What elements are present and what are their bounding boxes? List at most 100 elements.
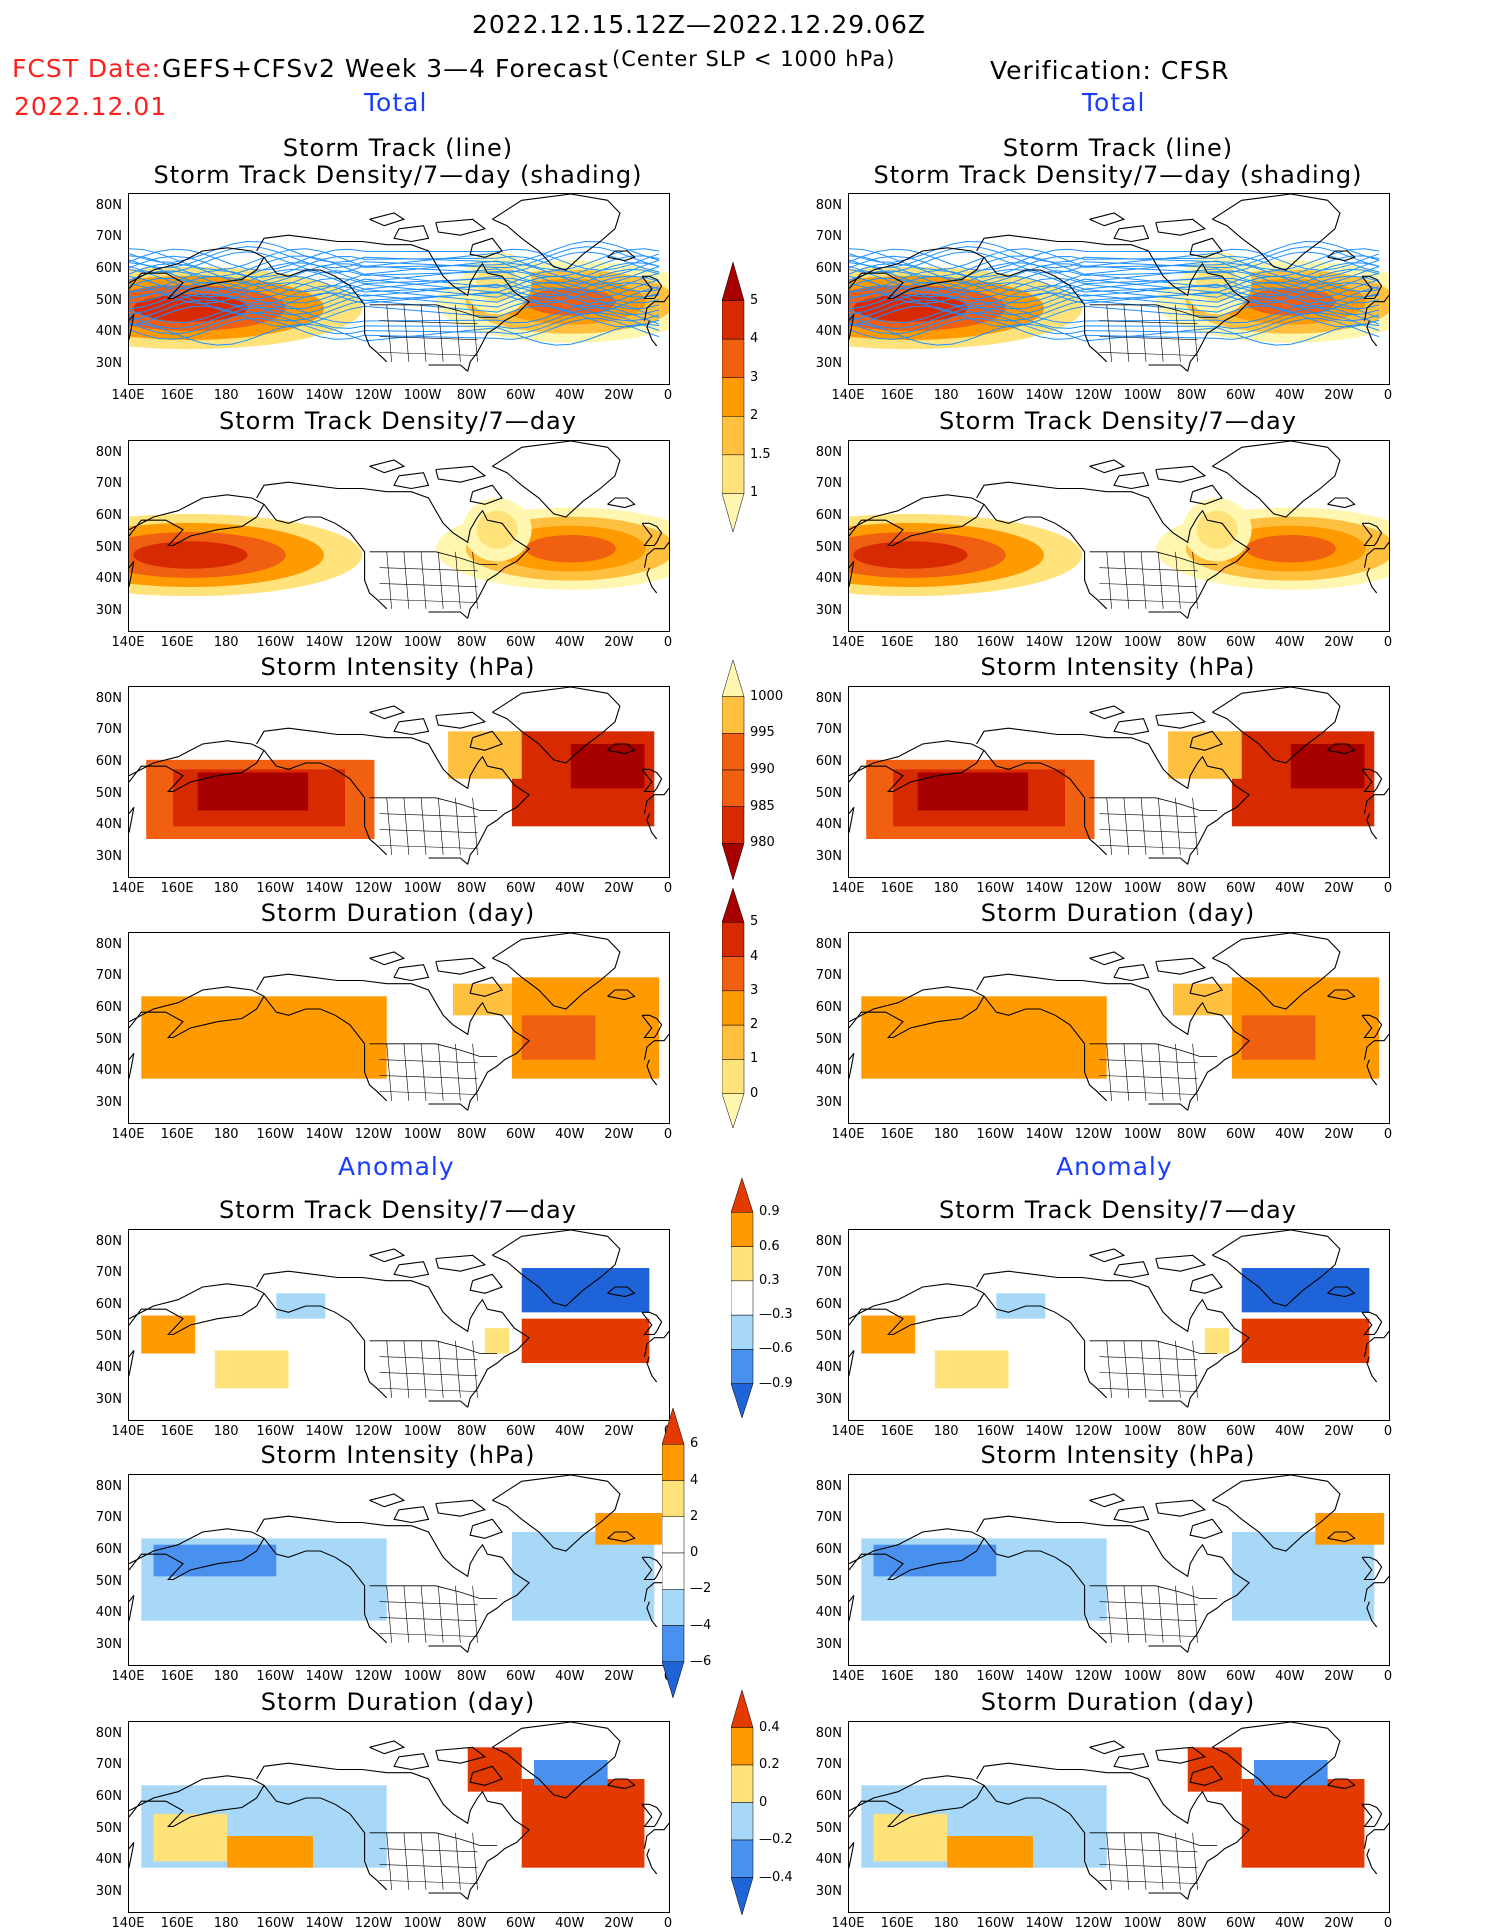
colorbar-density-label: 5 [750,292,759,308]
lon-tick-label: 180 [933,635,959,650]
colorbar-duration-anom-label: —0.2 [759,1832,793,1847]
map-dur_anom-cfsr [848,1721,1390,1913]
lon-tick-label: 160E [160,1916,194,1931]
lon-tick-label: 180 [213,1127,239,1142]
lon-tick-label: 80W [456,388,487,403]
lon-tick-label: 80W [456,1669,487,1684]
colorbar-intensity-label: 995 [750,725,775,741]
lon-tick-label: 160E [880,1916,914,1931]
lon-tick-label: 100W [403,1127,442,1142]
lon-tick-label: 160W [976,1669,1015,1684]
colorbar-duration-label: 3 [750,982,759,998]
lat-tick-label: 40N [95,1852,122,1868]
lon-tick-label: 60W [506,1127,536,1142]
lat-tick-label: 70N [815,1757,842,1773]
map-canvas [129,687,669,865]
lon-tick-label: 0 [663,881,673,896]
lat-tick-label: 40N [95,817,122,833]
map-density-cfsr [848,440,1390,632]
colorbar-density [721,261,746,538]
colorbar-duration-label: 5 [750,914,759,930]
lon-tick-label: 0 [663,1916,673,1931]
lon-tick-label: 80W [456,1916,487,1931]
lon-tick-label: 180 [213,635,239,650]
fcst-date-label: FCST Date: [12,54,162,83]
lon-tick-label: 20W [1324,635,1354,650]
map-canvas [129,1230,669,1408]
lon-tick-label: 100W [1123,388,1162,403]
anomaly-label-left: Anomaly [338,1152,455,1181]
lat-tick-label: 60N [815,1000,842,1015]
lon-tick-label: 40W [555,1127,585,1142]
lat-tick-label: 50N [95,1031,122,1047]
lat-tick-label: 80N [815,690,842,706]
fcst-date-value: 2022.12.01 [14,92,168,121]
colorbar-duration-anom-label: 0.4 [759,1719,780,1735]
lon-tick-label: 160W [976,881,1015,896]
lon-tick-label: 120W [354,1916,393,1931]
panel-title-density-cfsr: Storm Track Density/7—day [939,407,1297,435]
panel-title-dens_anom-cfsr: Storm Track Density/7—day [939,1196,1297,1224]
lon-tick-label: 40W [555,881,585,896]
map-canvas [849,687,1389,865]
map-canvas [849,1475,1389,1653]
lon-tick-label: 140W [1025,1424,1064,1439]
lon-tick-label: 40W [555,388,585,403]
colorbar-intensity-anom-label: 6 [690,1436,699,1452]
lon-tick-label: 100W [403,1424,442,1439]
colorbar-intensity-anom-label: —2 [690,1581,712,1597]
panel-title-line: Storm Track (line) [282,134,514,162]
colorbar-duration-label: 0 [750,1085,759,1101]
date-range-title: 2022.12.15.12Z—2022.12.29.06Z [472,10,927,39]
colorbar-density-label: 1.5 [750,446,771,462]
lon-tick-label: 180 [933,1127,959,1142]
colorbar-intensity-label: 980 [750,835,775,851]
lat-tick-label: 70N [815,1510,842,1526]
colorbar-duration-anom [730,1689,755,1921]
lat-tick-label: 80N [95,197,122,213]
lat-tick-label: 60N [95,754,122,769]
lat-tick-label: 70N [95,722,122,738]
lat-tick-label: 60N [815,261,842,276]
lon-tick-label: 60W [506,635,536,650]
lon-tick-label: 160E [880,388,914,403]
lon-tick-label: 140E [111,1424,145,1439]
colorbar-density-anom-label: 0.9 [759,1204,780,1220]
colorbar-duration-label: 2 [750,1017,759,1033]
map-canvas [129,1722,669,1900]
lon-tick-label: 160W [256,635,295,650]
lat-tick-label: 30N [95,356,122,371]
lon-tick-label: 140W [305,1916,344,1931]
lat-tick-label: 40N [815,571,842,587]
lon-tick-label: 180 [213,388,239,403]
lon-tick-label: 20W [1324,1424,1354,1439]
lon-tick-label: 160E [160,388,194,403]
lat-tick-label: 80N [95,1233,122,1249]
lon-tick-label: 40W [1275,635,1305,650]
lon-tick-label: 20W [1324,1669,1354,1684]
lon-tick-label: 0 [1383,1127,1393,1142]
lat-tick-label: 80N [95,444,122,460]
lat-tick-label: 60N [815,508,842,523]
lon-tick-label: 60W [1226,635,1256,650]
lon-tick-label: 140E [831,1127,865,1142]
model-title: GEFS+CFSv2 Week 3—4 Forecast [162,54,609,83]
lon-tick-label: 180 [213,881,239,896]
colorbar-density-anom-label: 0.6 [759,1238,780,1254]
lat-tick-label: 60N [815,754,842,769]
colorbar-intensity-anom-label: 2 [690,1508,699,1524]
lon-tick-label: 180 [213,1424,239,1439]
colorbar-duration-anom-label: 0 [759,1794,768,1810]
lon-tick-label: 60W [1226,881,1256,896]
colorbar-intensity-label: 1000 [750,688,784,704]
lat-tick-label: 30N [815,1637,842,1652]
lat-tick-label: 80N [815,936,842,952]
lat-tick-label: 70N [95,1757,122,1773]
lon-tick-label: 160E [880,1127,914,1142]
lon-tick-label: 20W [604,388,634,403]
lat-tick-label: 60N [95,508,122,523]
lon-tick-label: 60W [1226,1916,1256,1931]
colorbar-density-anom-label: —0.9 [759,1375,793,1391]
lon-tick-label: 120W [1074,881,1113,896]
lon-tick-label: 40W [555,1669,585,1684]
